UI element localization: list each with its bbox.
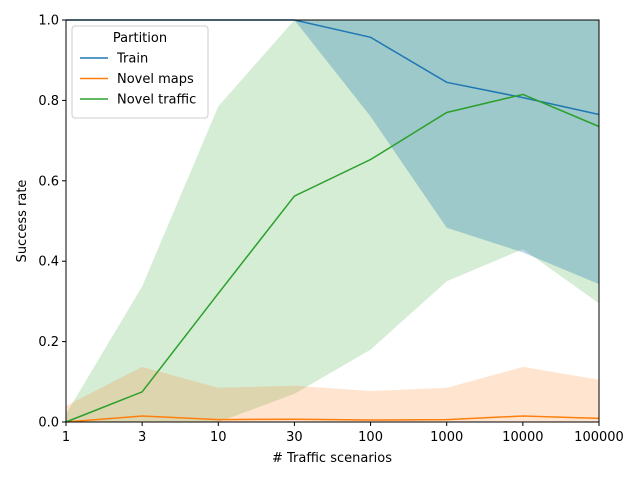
legend-box — [71, 25, 209, 119]
legend-entries: Train Novel maps Novel traffic — [80, 52, 196, 108]
line-novel-maps — [65, 415, 600, 423]
x-tick-label: 100 — [358, 430, 383, 445]
y-axis-ticks: 0.0 0.2 0.4 0.6 0.8 1.0 — [38, 14, 66, 431]
y-tick-label: 0.4 — [38, 255, 59, 270]
y-tick-label: 0.0 — [38, 416, 59, 431]
legend-entry-label: Novel traffic — [117, 93, 196, 108]
y-axis-label: Success rate — [15, 180, 30, 263]
x-tick-label: 10000 — [502, 430, 543, 445]
plot-frame — [65, 19, 600, 423]
legend-title: Partition — [113, 31, 167, 46]
x-tick-label: 3 — [138, 430, 146, 445]
line-novel-traffic — [65, 93, 600, 423]
legend-entry-label: Novel maps — [117, 72, 194, 87]
y-tick-label: 0.2 — [38, 335, 59, 350]
band-novel-maps — [66, 366, 599, 422]
x-axis-ticks: 1 3 10 30 100 1000 10000 100000 — [62, 422, 624, 445]
legend-entry-label: Train — [116, 52, 148, 67]
x-tick-label: 100000 — [574, 430, 624, 445]
legend: Partition Train Novel maps Novel traffic — [71, 25, 209, 119]
x-axis-label: # Traffic scenarios — [272, 451, 392, 466]
x-tick-label: 1000 — [430, 430, 463, 445]
x-tick-label: 10 — [210, 430, 227, 445]
band-novel-traffic — [66, 20, 599, 422]
y-tick-label: 0.6 — [38, 174, 59, 189]
y-tick-label: 0.8 — [38, 94, 59, 109]
x-tick-label: 1 — [62, 430, 70, 445]
y-tick-label: 1.0 — [38, 14, 59, 29]
x-tick-label: 30 — [286, 430, 303, 445]
